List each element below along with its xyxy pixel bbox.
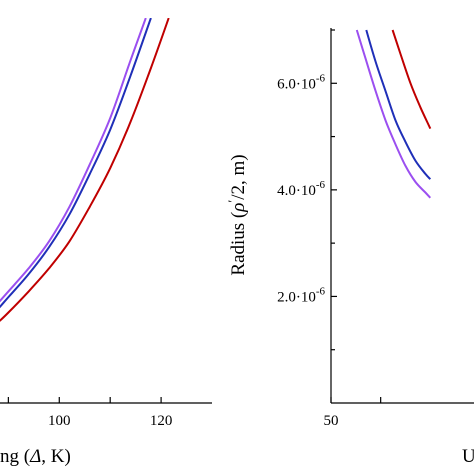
y-tick-label: 4.0·10-6 [277,179,325,199]
series-line [355,29,432,199]
x-tick-label: 100 [48,413,71,429]
y-tick-label: 6.0·10-6 [277,72,325,92]
series-line [365,29,432,180]
series-line [0,18,147,303]
series-line [0,18,152,309]
x-tick-label: 120 [150,413,173,429]
series-line [391,29,432,130]
x-axis-label: U [462,446,474,467]
right-panel: 50 2.0·10-6 4.0·10-6 6.0·10-6 U Radius (ρ′/2,… [225,28,474,467]
y-tick-label: 2.0·10-6 [277,285,325,305]
series-line [0,18,170,322]
y-axis-label: Radius (ρ′/2, m) [225,154,249,275]
x-axis-label: ng (Δ, K) [0,446,71,467]
x-tick-label: 50 [324,413,339,429]
left-panel: 100 120 ng (Δ, K) [0,18,212,467]
